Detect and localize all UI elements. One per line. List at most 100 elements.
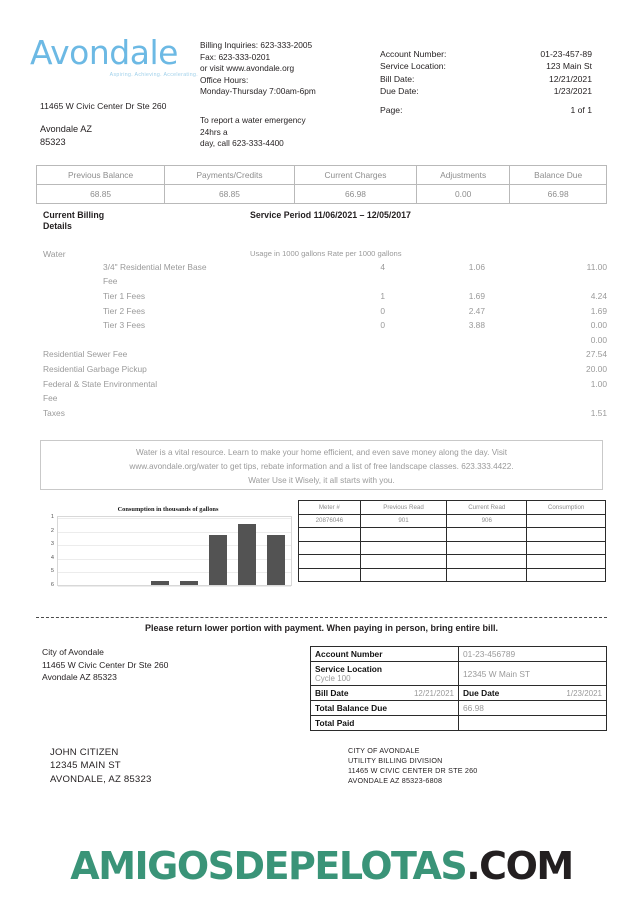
stub-total-paid-label: Total Paid xyxy=(310,715,459,731)
emergency-line3: day, call 623-333-4400 xyxy=(200,138,284,149)
billing-inquiries: Billing Inquiries: 623-333-2005 xyxy=(200,40,313,50)
chart-gridline xyxy=(58,531,291,533)
stub-balance-row: Total Balance Due 66.98 xyxy=(310,700,607,716)
stub-total-balance-value: 66.98 xyxy=(458,700,607,716)
line-item-rate: 2.47 xyxy=(468,305,485,316)
due-date-value: 1/23/2021 xyxy=(553,86,592,97)
chart-title: Consumption in thousands of gallons xyxy=(117,506,219,513)
chart-bar-slot xyxy=(175,517,204,585)
chart-gridline xyxy=(58,518,291,519)
stub-service-location-label: Service Location xyxy=(315,664,383,674)
chart-y-tick: 4 xyxy=(50,554,54,561)
account-number-value: 01-23-457-89 xyxy=(540,49,592,59)
return-portion-notice: Please return lower portion with payment… xyxy=(144,623,499,633)
current-billing-title-line2: Details xyxy=(43,221,72,231)
service-location-value: 123 Main St xyxy=(546,61,592,72)
stub-service-location-value: 12345 W Main ST xyxy=(458,661,607,686)
chart-bar-slot xyxy=(233,517,262,585)
message-line2: www.avondale.org/water to get tips, reba… xyxy=(129,462,514,471)
stub-due-date-value: 1/23/2021 xyxy=(566,689,602,698)
account-summary-block: Account Number: 01-23-457-89 Service Loc… xyxy=(380,48,592,98)
conservation-message-box: Water is a vital resource. Learn to make… xyxy=(40,440,603,490)
chart-bar-slot xyxy=(87,517,116,585)
bill-date-row: Bill Date: 12/21/2021 xyxy=(380,73,592,85)
chart-bar xyxy=(238,523,257,585)
customer-name: JOHN CITIZEN xyxy=(50,747,119,758)
line-item-name: 3/4" Residential Meter Base xyxy=(103,262,207,272)
line-item-amount: 4.24 xyxy=(590,291,607,301)
stub-service-row: Service Location Cycle 100 12345 W Main … xyxy=(310,661,607,686)
bill-header: Avondale Aspiring. Achieving. Accelerati… xyxy=(0,0,643,155)
chart-gridline xyxy=(58,545,291,547)
remit-line2: UTILITY BILLING DIVISION xyxy=(348,756,443,765)
table-row xyxy=(298,527,606,542)
meter-cell xyxy=(526,540,606,555)
line-item-qty: 0 xyxy=(380,320,385,331)
meter-header-cell: Previous Read xyxy=(359,500,448,515)
stub-total-balance-label: Total Balance Due xyxy=(310,700,459,716)
fax-number: Fax: 623-333-0201 xyxy=(200,51,271,62)
payment-stub-table: Account Number 01-23-456789 Service Loca… xyxy=(310,646,607,731)
remit-line3: 11465 W CIVIC CENTER DR STE 260 xyxy=(348,766,478,775)
chart-bar xyxy=(150,580,169,585)
bill-date-value: 12/21/2021 xyxy=(548,73,592,84)
remit-line1: CITY OF AVONDALE xyxy=(348,746,420,755)
summary-header-cell: Payments/Credits xyxy=(164,165,295,185)
line-item-amount: 20.00 xyxy=(586,363,607,374)
stub-account-row: Account Number 01-23-456789 xyxy=(310,646,607,662)
chart-gridline xyxy=(58,558,291,560)
line-item-name: Federal & State Environmental xyxy=(43,378,158,389)
line-item: Tier 2 Fees 0 2.47 1.69 xyxy=(43,306,607,321)
stub-service-location-cell: Service Location Cycle 100 xyxy=(310,661,459,686)
service-location-row: Service Location: 123 Main St xyxy=(380,60,592,72)
office-hours-label: Office Hours: xyxy=(200,74,249,85)
website-link[interactable]: or visit www.avondale.org xyxy=(200,63,295,74)
line-item-amount: 27.54 xyxy=(586,349,607,360)
account-number-label: Account Number: xyxy=(380,49,447,59)
line-item: Residential Garbage Pickup 20.00 xyxy=(43,364,607,379)
line-item: Taxes 1.51 xyxy=(43,408,607,423)
city-address-line2: 85323 xyxy=(40,137,66,147)
line-item-name: Taxes xyxy=(43,407,65,418)
meter-cell xyxy=(526,527,606,542)
chart-bar xyxy=(180,580,199,585)
meter-cell xyxy=(526,513,606,528)
line-item-name: Residential Garbage Pickup xyxy=(43,363,147,374)
chart-canvas xyxy=(57,516,292,587)
line-item-name: Residential Sewer Fee xyxy=(43,349,128,360)
summary-header-cell: Adjustments xyxy=(416,165,511,185)
water-section-label: Water xyxy=(43,249,66,259)
chart-plot-area: 1 2 3 4 5 6 xyxy=(44,514,292,588)
emergency-line1: To report a water emergency xyxy=(200,115,306,125)
line-item-name: Tier 2 Fees xyxy=(103,305,146,316)
meter-cell xyxy=(298,540,361,555)
due-date-row: Due Date: 1/23/2021 xyxy=(380,85,592,97)
stub-from-line3: Avondale AZ 85323 xyxy=(42,672,117,683)
stub-bill-date-label: Bill Date xyxy=(315,688,349,698)
table-row xyxy=(298,540,606,555)
meter-cell xyxy=(526,567,606,582)
chart-gridline xyxy=(58,572,291,574)
meter-cell xyxy=(298,554,361,569)
line-item-amount: 1.69 xyxy=(590,305,607,316)
meter-cell xyxy=(359,540,448,555)
page-label: Page: xyxy=(380,105,403,115)
stub-total-paid-input[interactable] xyxy=(458,715,607,731)
meter-reading-table: Meter # Previous Read Current Read Consu… xyxy=(298,500,606,582)
message-line1: Water is a vital resource. Learn to make… xyxy=(135,448,508,457)
line-item: Federal & State Environmental Fee 1.00 xyxy=(43,379,607,408)
stub-account-value: 01-23-456789 xyxy=(458,646,607,662)
city-address-line1: Avondale AZ xyxy=(40,124,92,134)
summary-header-cell: Current Charges xyxy=(293,165,418,185)
customer-street: 12345 MAIN ST xyxy=(50,760,121,772)
chart-bar-slot xyxy=(262,517,291,585)
message-line3: Water Use it Wisely, it all starts with … xyxy=(248,476,395,485)
meter-cell: 906 xyxy=(446,513,528,528)
line-item: Residential Sewer Fee 27.54 xyxy=(43,349,607,364)
line-item: 0.00 xyxy=(43,335,607,350)
stub-dates-row: Bill Date 12/21/2021 Due Date 1/23/2021 xyxy=(310,685,607,701)
service-period: Service Period 11/06/2021 – 12/05/2017 xyxy=(250,210,411,220)
stub-remit-from: City of Avondale 11465 W Civic Center Dr… xyxy=(42,646,168,684)
site-watermark: AMIGOSDEPELOTAS.COM xyxy=(0,844,643,888)
